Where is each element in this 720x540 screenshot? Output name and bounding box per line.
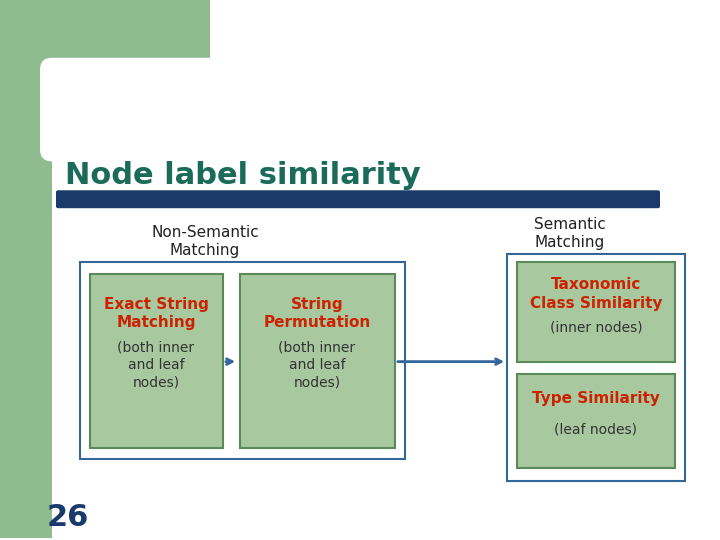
Bar: [507, 254, 685, 481]
Text: (inner nodes): (inner nodes): [549, 321, 642, 335]
Text: (leaf nodes): (leaf nodes): [554, 422, 637, 436]
Text: 26: 26: [47, 503, 89, 532]
Bar: [80, 262, 405, 459]
Text: Type Similarity: Type Similarity: [532, 390, 660, 406]
Bar: [90, 274, 223, 448]
Text: Non-Semantic
Matching: Non-Semantic Matching: [151, 225, 259, 258]
FancyBboxPatch shape: [56, 190, 660, 208]
Bar: [0, 0, 210, 134]
Text: Node label similarity: Node label similarity: [65, 161, 420, 191]
Text: Taxonomic
Class Similarity: Taxonomic Class Similarity: [530, 277, 662, 310]
Text: Exact String
Matching: Exact String Matching: [104, 297, 208, 330]
Text: (both inner
and leaf
nodes): (both inner and leaf nodes): [279, 341, 356, 389]
Text: String
Permutation: String Permutation: [264, 297, 371, 330]
Text: Semantic
Matching: Semantic Matching: [534, 217, 606, 249]
Bar: [240, 274, 395, 448]
Text: (both inner
and leaf
nodes): (both inner and leaf nodes): [117, 341, 194, 389]
FancyBboxPatch shape: [40, 58, 234, 161]
Bar: [517, 262, 675, 362]
Bar: [0, 0, 52, 538]
Bar: [517, 374, 675, 468]
